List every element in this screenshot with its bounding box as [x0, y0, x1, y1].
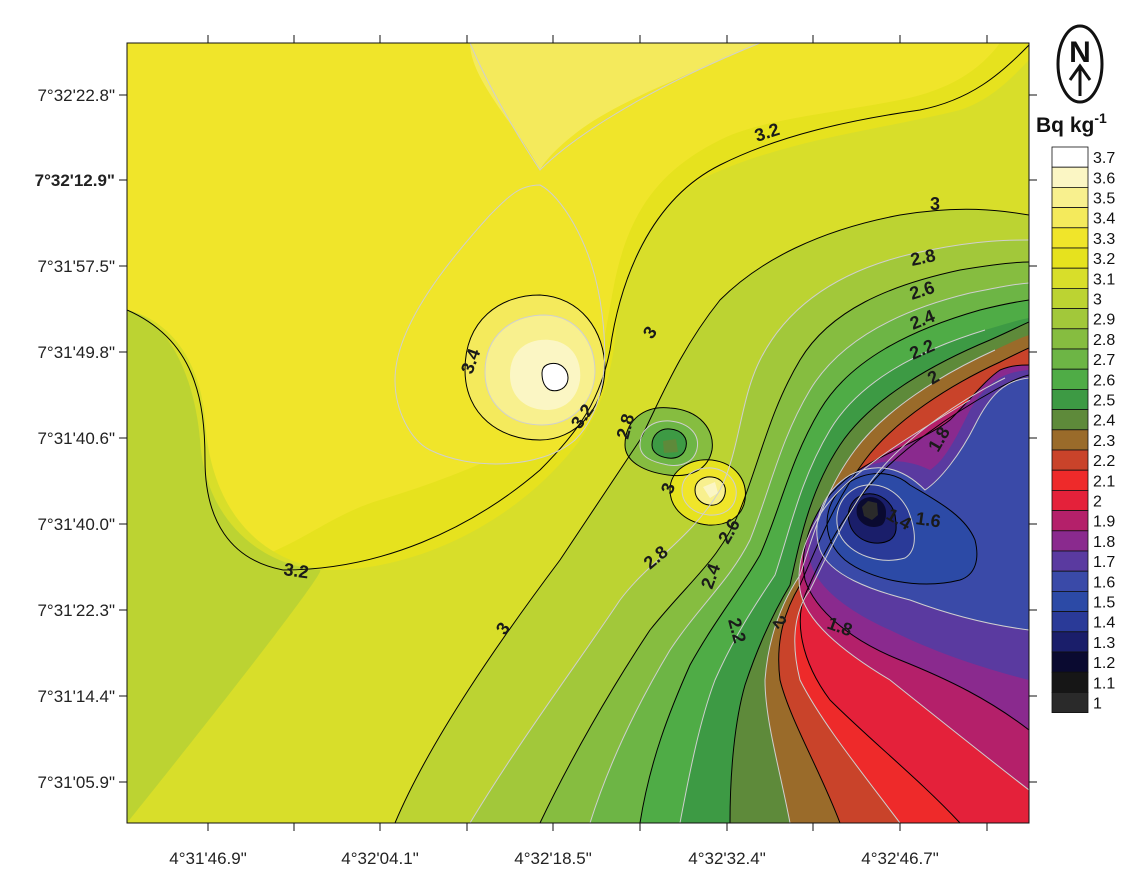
legend-swatch: [1051, 611, 1089, 633]
legend-swatch: [1051, 489, 1089, 511]
map-plot-area: [127, 43, 1029, 823]
y-tick-label: 7°31'14.4": [37, 687, 115, 706]
x-axis: [207, 35, 988, 831]
y-tick-label: 7°31'40.6": [37, 429, 115, 448]
legend-swatch: [1051, 671, 1089, 693]
legend-swatch: [1051, 692, 1089, 714]
legend-swatch: [1051, 186, 1089, 208]
legend-swatch: [1051, 651, 1089, 673]
legend-label: 2: [1093, 494, 1102, 511]
x-tick-label: 4°32'46.7": [861, 849, 939, 868]
legend-label: 3.4: [1093, 211, 1115, 228]
legend-swatch: [1051, 550, 1089, 572]
zone-local-high-3.6: [703, 482, 718, 498]
legend-label: 2.9: [1093, 312, 1115, 329]
legend-label: 2.7: [1093, 352, 1115, 369]
legend-label: 2.3: [1093, 433, 1115, 450]
legend-label: 1.8: [1093, 534, 1115, 551]
legend-label: 2.5: [1093, 393, 1115, 410]
legend-label: 3.5: [1093, 191, 1115, 208]
legend-label: 2.4: [1093, 413, 1115, 430]
zone-1.0: [862, 501, 878, 520]
legend-swatch: [1051, 227, 1089, 249]
legend-swatch: [1051, 267, 1089, 289]
legend-swatch: [1051, 449, 1089, 471]
legend-swatch: [1051, 631, 1089, 653]
legend-swatch: [1051, 166, 1089, 188]
y-tick-label: 7°32'22.8": [37, 86, 115, 105]
y-tick-label: 7°32'12.9": [35, 171, 115, 190]
contour-label: 1.6: [914, 508, 942, 531]
legend-label: 3: [1093, 292, 1102, 309]
gray-contours: [394, 43, 1029, 823]
zone-3.4-north: [470, 43, 760, 170]
x-tick-label: 4°32'18.5": [514, 849, 592, 868]
legend-label: 1.9: [1093, 514, 1115, 531]
legend-swatch: [1051, 247, 1089, 269]
legend-label: 1.3: [1093, 635, 1115, 652]
legend-label: 3.6: [1093, 170, 1115, 187]
legend-swatch: [1051, 146, 1089, 168]
zone-3.0: [127, 310, 321, 823]
legend-swatch: [1051, 287, 1089, 309]
legend-label: 2.6: [1093, 372, 1115, 389]
legend-swatch: [1051, 570, 1089, 592]
x-tick-label: 4°32'04.1": [341, 849, 419, 868]
legend-swatch: [1051, 388, 1089, 410]
y-tick-label: 7°31'57.5": [37, 257, 115, 276]
legend-label: 3.1: [1093, 271, 1115, 288]
legend-label: 1: [1093, 696, 1102, 713]
legend-label: 1.6: [1093, 574, 1115, 591]
legend-unit-superscript: -1: [1094, 110, 1107, 126]
legend-swatch: [1051, 510, 1089, 532]
legend-label: 1.4: [1093, 615, 1115, 632]
legend-unit-label: Bq kg-1: [1036, 110, 1107, 137]
x-tick-label: 4°31'46.9": [169, 849, 247, 868]
contour-label: 3.2: [282, 559, 310, 582]
map-frame: [126, 42, 1030, 824]
north-letter: N: [1069, 36, 1091, 69]
legend-swatch: [1051, 591, 1089, 613]
legend-label: 1.2: [1093, 655, 1115, 672]
legend-swatch: [1051, 429, 1089, 451]
legend-unit-text: Bq kg: [1036, 114, 1094, 137]
legend-label: 3.2: [1093, 251, 1115, 268]
legend-label: 3.3: [1093, 231, 1115, 248]
legend-swatch: [1051, 207, 1089, 229]
y-tick-label: 7°31'49.8": [37, 343, 115, 362]
legend-swatch: [1051, 530, 1089, 552]
north-arrow-icon: N: [1056, 24, 1104, 104]
legend: 3.7 3.6 3.5 3.4 3.3 3.2 3.1 3 2.9 2.8 2.7 2.6 2.5 2.4…: [1051, 146, 1115, 714]
zone-high-3.7: [541, 362, 569, 392]
legend-swatch: [1051, 348, 1089, 370]
legend-label: 1.7: [1093, 554, 1115, 571]
legend-label: 2.1: [1093, 473, 1115, 490]
legend-label: 1.1: [1093, 675, 1115, 692]
legend-swatch: [1051, 368, 1089, 390]
x-tick-label: 4°32'32.4": [688, 849, 766, 868]
y-axis: [119, 94, 1037, 783]
y-tick-label: 7°31'40.0": [37, 515, 115, 534]
y-tick-label: 7°31'22.3": [37, 601, 115, 620]
legend-swatch: [1051, 409, 1089, 431]
zone-local-low-2.4: [663, 439, 678, 453]
legend-swatch: [1051, 308, 1089, 330]
legend-label: 2.8: [1093, 332, 1115, 349]
legend-label: 2.2: [1093, 453, 1115, 470]
legend-label: 1.5: [1093, 595, 1115, 612]
legend-swatch: [1051, 469, 1089, 491]
y-tick-label: 7°31'05.9": [37, 773, 115, 792]
legend-swatch: [1051, 328, 1089, 350]
contour-label: 3: [930, 194, 940, 214]
legend-label: 3.7: [1093, 150, 1115, 167]
